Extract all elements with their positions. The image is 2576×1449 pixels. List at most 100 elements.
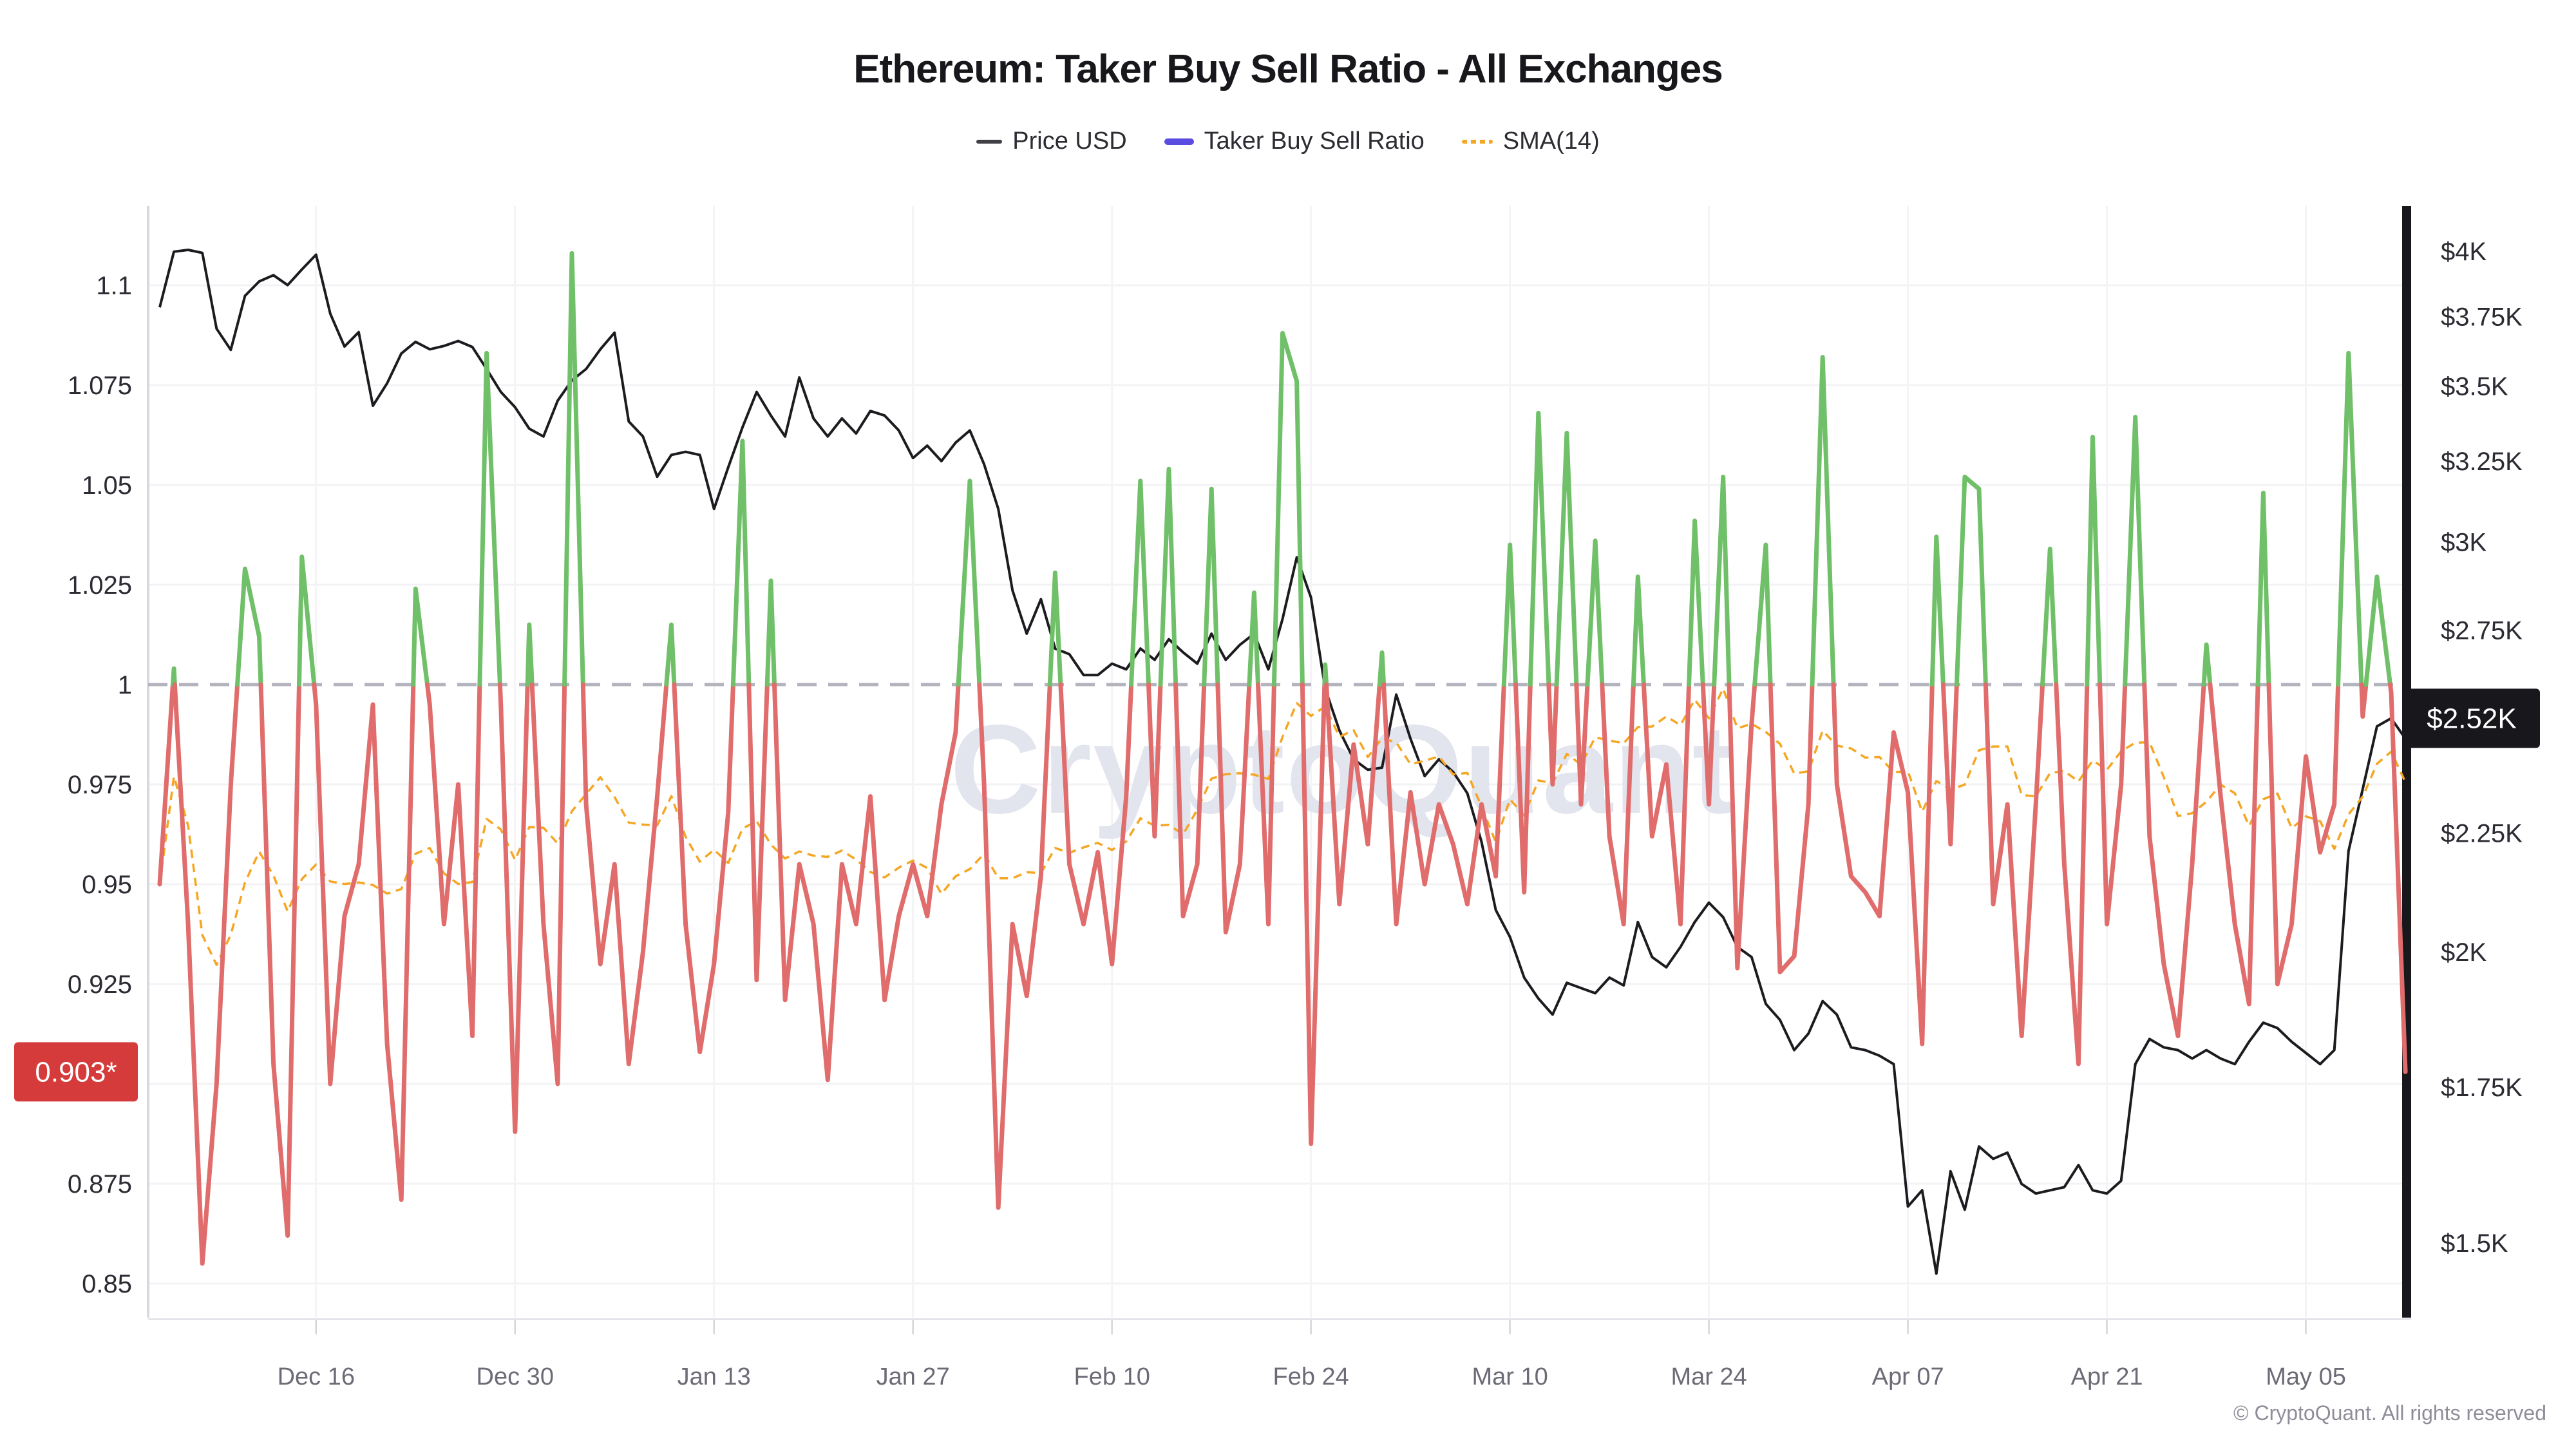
- taker-ratio-line-below-1[interactable]: [425, 682, 482, 1039]
- taker-ratio-line-below-1[interactable]: [1831, 682, 1935, 1046]
- price-usd-line[interactable]: [158, 249, 2407, 1275]
- taker-ratio-line-below-1[interactable]: [2208, 682, 2260, 1007]
- taker-ratio-line-above-1[interactable]: [1929, 535, 1946, 687]
- taker-ratio-line-above-1[interactable]: [411, 586, 430, 687]
- taker-ratio-line-above-1[interactable]: [1322, 662, 1329, 687]
- taker-ratio-line-below-1[interactable]: [580, 682, 669, 1066]
- taker-ratio-line-above-1[interactable]: [1129, 478, 1151, 687]
- taker-ratio-line-above-1[interactable]: [2336, 350, 2364, 687]
- taker-ratio-line-above-1[interactable]: [1047, 570, 1063, 687]
- taker-ratio-line-below-1[interactable]: [1146, 682, 1163, 839]
- chart-plot-area[interactable]: [148, 206, 2407, 1318]
- taker-ratio-line-above-1[interactable]: [297, 554, 317, 687]
- taker-ratio-line-below-1[interactable]: [1513, 682, 1533, 895]
- right-axis-label: $3.25K: [2441, 448, 2523, 476]
- left-axis-label: 1.075: [68, 372, 132, 400]
- taker-ratio-line-above-1[interactable]: [1528, 410, 1551, 687]
- taker-ratio-line-below-1[interactable]: [2359, 682, 2369, 719]
- taker-ratio-line-above-1[interactable]: [1202, 486, 1220, 687]
- x-axis-spine: [148, 1318, 2411, 1320]
- taker-ratio-line-above-1[interactable]: [1271, 330, 1305, 687]
- left-axis-label: 0.975: [68, 771, 132, 799]
- taker-ratio-line-below-1[interactable]: [1641, 682, 1692, 927]
- legend-item-taker-buy-sell-ratio[interactable]: Taker Buy Sell Ratio: [1164, 128, 1425, 155]
- taker-ratio-line-above-1[interactable]: [664, 622, 677, 687]
- taker-ratio-line-above-1[interactable]: [1501, 542, 1518, 687]
- taker-ratio-line-above-1[interactable]: [1585, 538, 1605, 687]
- taker-ratio-line-above-1[interactable]: [1752, 542, 1773, 687]
- taker-ratio-line-below-1[interactable]: [497, 682, 530, 1134]
- ratio-current-badge: [14, 1042, 138, 1102]
- right-axis-label: $3.5K: [2441, 373, 2508, 401]
- taker-ratio-line-below-1[interactable]: [2388, 682, 2408, 1074]
- taker-ratio-line-below-1[interactable]: [1256, 682, 1276, 927]
- taker-ratio-line-below-1[interactable]: [1600, 682, 1636, 927]
- taker-ratio-line-above-1[interactable]: [1954, 475, 1988, 687]
- left-axis-label: 1.05: [82, 471, 132, 500]
- taker-ratio-line-below-1[interactable]: [529, 682, 567, 1086]
- taker-ratio-line-above-1[interactable]: [1247, 590, 1260, 687]
- taker-ratio-line-above-1[interactable]: [170, 666, 177, 687]
- taker-ratio-line-below-1[interactable]: [672, 682, 735, 1054]
- legend-item-sma-14[interactable]: SMA(14): [1461, 128, 1600, 155]
- taker-ratio-line-above-1[interactable]: [1554, 430, 1579, 687]
- taker-ratio-line-below-1[interactable]: [258, 682, 301, 1238]
- taker-ratio-line-below-1[interactable]: [312, 682, 416, 1202]
- taker-ratio-line-above-1[interactable]: [562, 251, 585, 687]
- taker-ratio-line-below-1[interactable]: [1546, 682, 1559, 787]
- x-axis-label: Mar 24: [1671, 1363, 1747, 1390]
- taker-ratio-line-below-1[interactable]: [1381, 682, 1506, 927]
- taker-ratio-line-below-1[interactable]: [2142, 682, 2206, 1039]
- taker-ratio-line-below-1[interactable]: [977, 682, 1052, 1210]
- right-axis-label: $4K: [2441, 238, 2486, 266]
- chart-legend: Price USD Taker Buy Sell Ratio SMA(14): [0, 128, 2576, 155]
- taker-ratio-line-below-1[interactable]: [1940, 682, 1959, 847]
- taker-ratio-line-below-1[interactable]: [1324, 682, 1382, 907]
- x-axis-label: Jan 13: [677, 1363, 751, 1390]
- right-axis-label: $3.75K: [2441, 303, 2523, 331]
- taker-ratio-line-below-1[interactable]: [157, 682, 175, 887]
- taker-ratio-line-below-1[interactable]: [1300, 682, 1327, 1146]
- taker-ratio-line-above-1[interactable]: [2201, 642, 2213, 687]
- taker-ratio-line-above-1[interactable]: [2085, 435, 2103, 687]
- taker-ratio-line-above-1[interactable]: [956, 478, 982, 687]
- taker-ratio-line-above-1[interactable]: [2363, 574, 2392, 687]
- taker-ratio-line-above-1[interactable]: [730, 439, 752, 687]
- taker-ratio-line-above-1[interactable]: [525, 622, 535, 687]
- sma-line[interactable]: [158, 687, 2407, 966]
- taker-ratio-line-above-1[interactable]: [235, 566, 263, 687]
- taker-ratio-line-below-1[interactable]: [772, 682, 961, 1083]
- taker-ratio-line-above-1[interactable]: [764, 578, 777, 687]
- taker-ratio-line-below-1[interactable]: [746, 682, 770, 983]
- taker-ratio-line-below-1[interactable]: [2054, 682, 2090, 1066]
- taker-ratio-line-above-1[interactable]: [2040, 546, 2059, 687]
- x-axis-label: Dec 16: [278, 1363, 355, 1390]
- taker-ratio-line-above-1[interactable]: [1687, 518, 1705, 687]
- taker-ratio-line-below-1[interactable]: [2098, 682, 2128, 927]
- taker-ratio-line-below-1[interactable]: [1574, 682, 1590, 807]
- ratio-line-swatch-icon: [1164, 138, 1194, 145]
- taker-ratio-line-below-1[interactable]: [1058, 682, 1134, 967]
- taker-ratio-line-below-1[interactable]: [1700, 682, 1717, 807]
- right-axis-label: $1.75K: [2441, 1074, 2523, 1102]
- legend-item-price-usd[interactable]: Price USD: [976, 128, 1127, 155]
- taker-ratio-line-below-1[interactable]: [172, 682, 240, 1266]
- taker-ratio-line-above-1[interactable]: [477, 350, 502, 687]
- taker-ratio-line-below-1[interactable]: [1768, 682, 1815, 974]
- taker-ratio-line-below-1[interactable]: [1727, 682, 1757, 971]
- taker-ratio-line-above-1[interactable]: [1158, 466, 1179, 687]
- taker-ratio-line-below-1[interactable]: [1215, 682, 1252, 934]
- taker-ratio-line-above-1[interactable]: [1810, 355, 1836, 687]
- left-axis-label: 0.95: [82, 871, 132, 899]
- taker-ratio-line-below-1[interactable]: [2266, 682, 2341, 987]
- taker-ratio-line-below-1[interactable]: [1983, 682, 2045, 1039]
- taker-ratio-line-above-1[interactable]: [2255, 490, 2271, 687]
- taker-ratio-line-above-1[interactable]: [2123, 415, 2147, 687]
- taker-ratio-line-above-1[interactable]: [1377, 650, 1387, 687]
- taker-ratio-line-above-1[interactable]: [1712, 475, 1732, 687]
- taker-ratio-line-above-1[interactable]: [1631, 574, 1646, 687]
- left-axis-label: 0.925: [68, 971, 132, 999]
- left-axis-label: 1.1: [96, 272, 132, 300]
- taker-ratio-line-below-1[interactable]: [1173, 682, 1207, 919]
- left-axis-label: 1: [118, 671, 132, 699]
